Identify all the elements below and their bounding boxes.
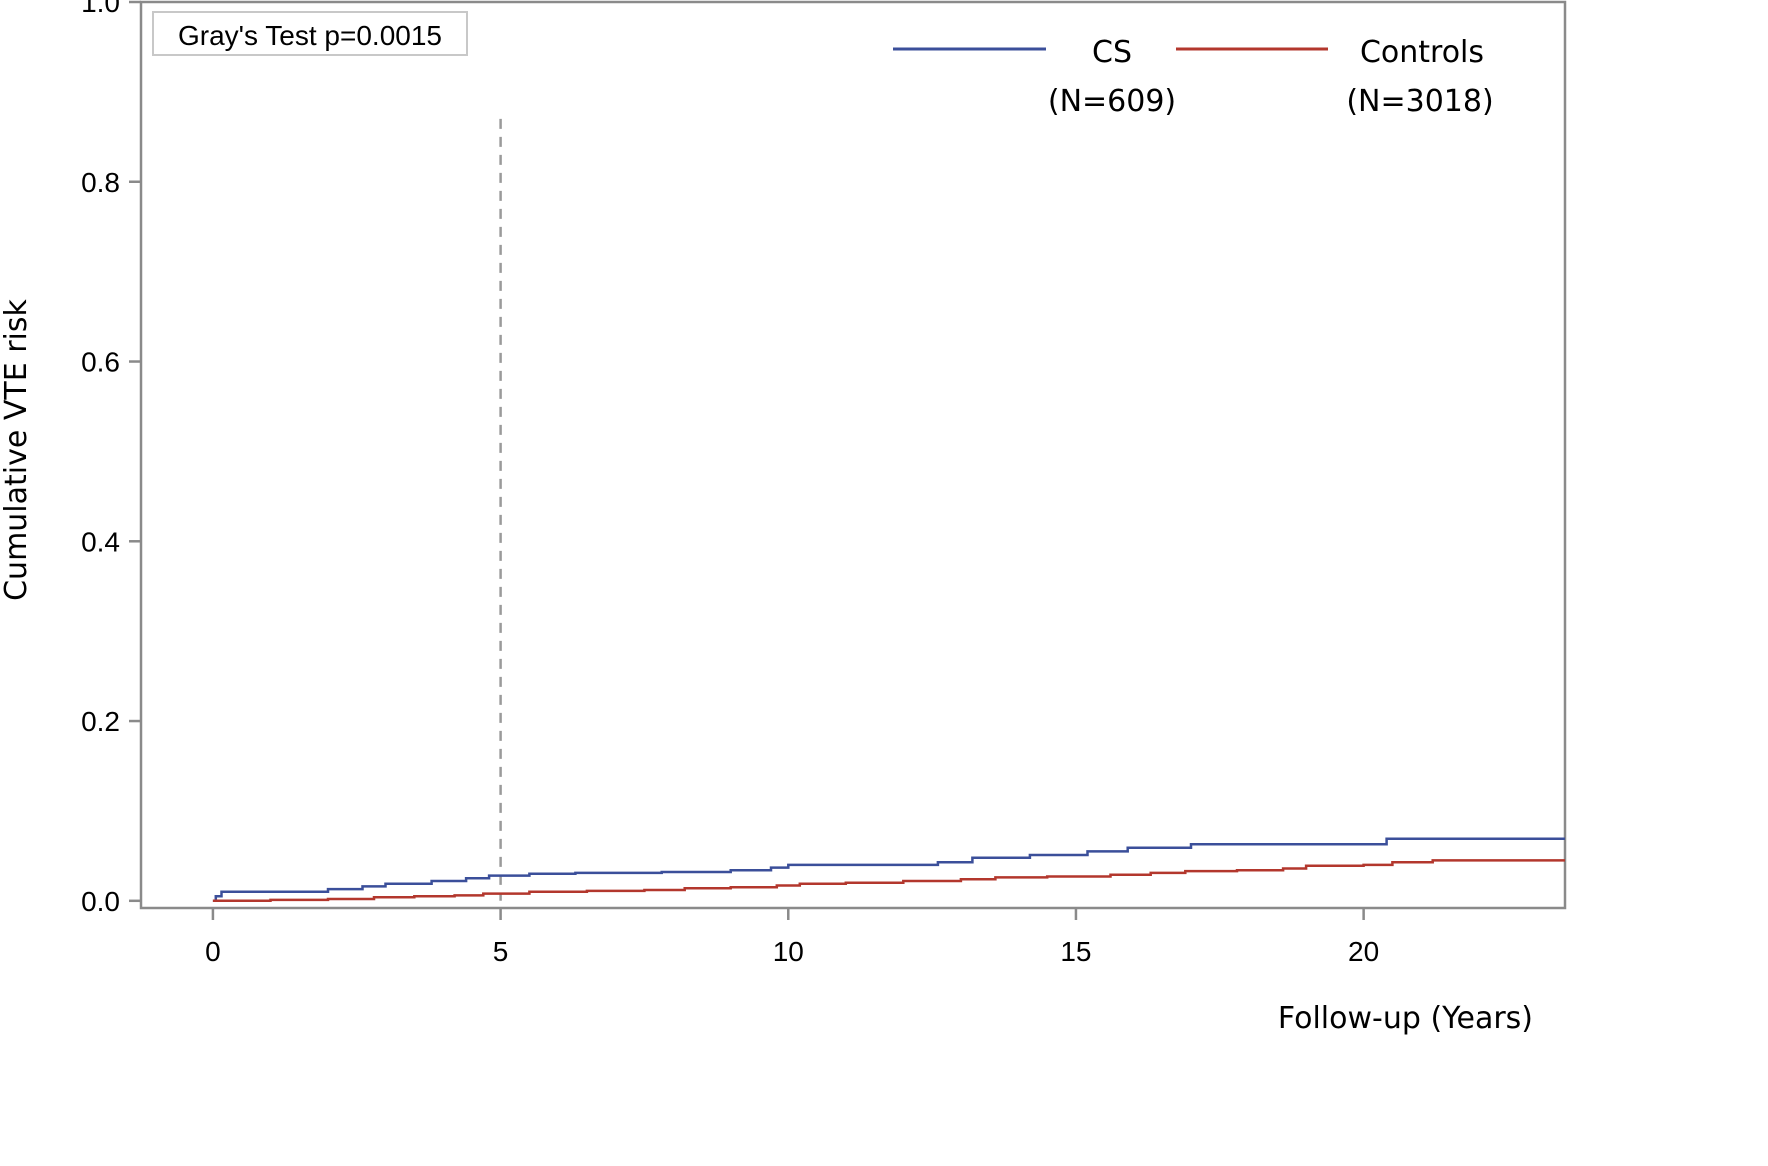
y-tick-label: 0.0 bbox=[81, 886, 120, 917]
plot-frame bbox=[139, 0, 1567, 910]
y-tick-label: 1.0 bbox=[81, 0, 120, 18]
legend-n-cs: (N=609) bbox=[1048, 84, 1176, 119]
y-tick-label: 0.6 bbox=[81, 347, 120, 378]
series-line-controls bbox=[212, 859, 1565, 903]
y-axis-title: Cumulative VTE risk bbox=[0, 298, 34, 600]
legend-label-cs: CS bbox=[1092, 35, 1132, 70]
y-tick-label: 0.2 bbox=[81, 706, 120, 737]
legend-n-controls: (N=3018) bbox=[1346, 84, 1493, 119]
x-tick-label: 5 bbox=[493, 936, 509, 967]
x-axis-title: Follow-up (Years) bbox=[1278, 1001, 1533, 1036]
legend-label-controls: Controls bbox=[1360, 35, 1484, 70]
series-line-cs bbox=[212, 837, 1565, 903]
y-tick-label: 0.8 bbox=[81, 167, 120, 198]
legend: CS (N=609) Controls (N=3018) bbox=[893, 35, 1494, 119]
y-axis: 0.0 0.2 0.4 0.6 0.8 1.0 bbox=[81, 0, 141, 917]
x-tick-label: 0 bbox=[205, 936, 221, 967]
x-tick-label: 15 bbox=[1060, 936, 1091, 967]
y-tick-label: 0.4 bbox=[81, 526, 120, 557]
series-layer bbox=[212, 837, 1565, 903]
x-axis: 0 5 10 15 20 bbox=[205, 908, 1379, 967]
grays-test-annotation: Gray's Test p=0.0015 bbox=[178, 20, 442, 51]
x-tick-label: 10 bbox=[773, 936, 804, 967]
annotation-box: Gray's Test p=0.0015 bbox=[152, 11, 468, 56]
x-tick-label: 20 bbox=[1348, 936, 1379, 967]
